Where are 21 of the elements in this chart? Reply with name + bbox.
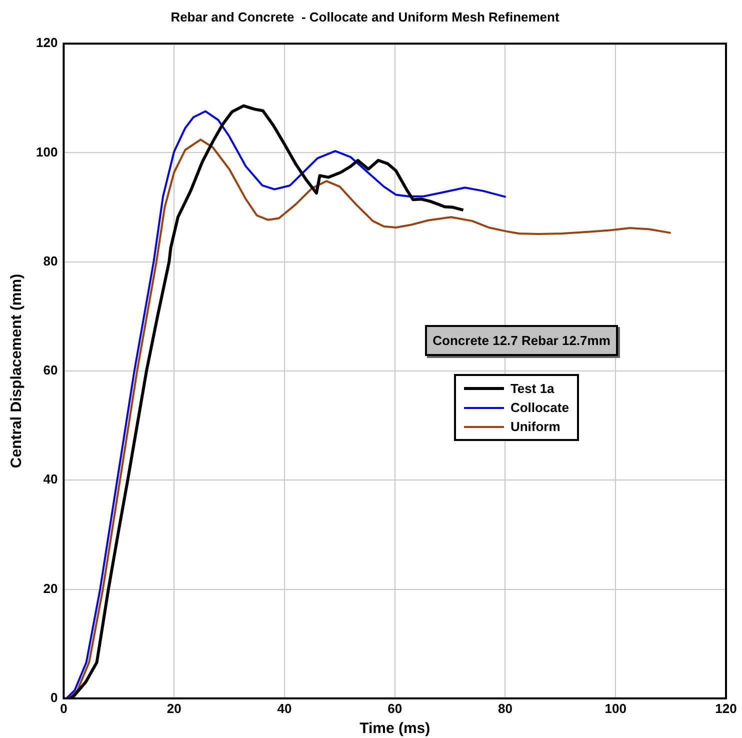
y-tick-label: 20	[43, 580, 58, 596]
y-tick-label: 80	[43, 253, 58, 268]
y-tick-label: 0	[50, 690, 58, 705]
x-tick-label: 20	[166, 700, 182, 716]
y-tick-label: 60	[43, 362, 58, 378]
y-tick-label: 40	[43, 472, 58, 487]
y-tick-label: 120	[36, 35, 58, 50]
y-tick-label: 100	[36, 144, 58, 160]
x-tick-label: 60	[388, 700, 402, 716]
x-tick-label: 80	[498, 700, 512, 716]
legend-label: Uniform	[510, 419, 560, 434]
legend-label: Collocate	[510, 400, 569, 416]
y-axis-title: Central Displacement (mm)	[8, 274, 26, 468]
x-axis-title: Time (ms)	[360, 720, 430, 738]
x-tick-label: 40	[277, 700, 292, 716]
x-tick-label: 120	[715, 700, 737, 716]
x-tick-label: 100	[604, 700, 626, 716]
note-box: Concrete 12.7 Rebar 12.7mm	[424, 325, 618, 356]
x-tick-label: 0	[60, 700, 68, 716]
chart-title: Rebar and Concrete - Collocate and Uniform Mesh Refinement	[170, 9, 560, 24]
legend-label: Test 1a	[510, 381, 554, 396]
